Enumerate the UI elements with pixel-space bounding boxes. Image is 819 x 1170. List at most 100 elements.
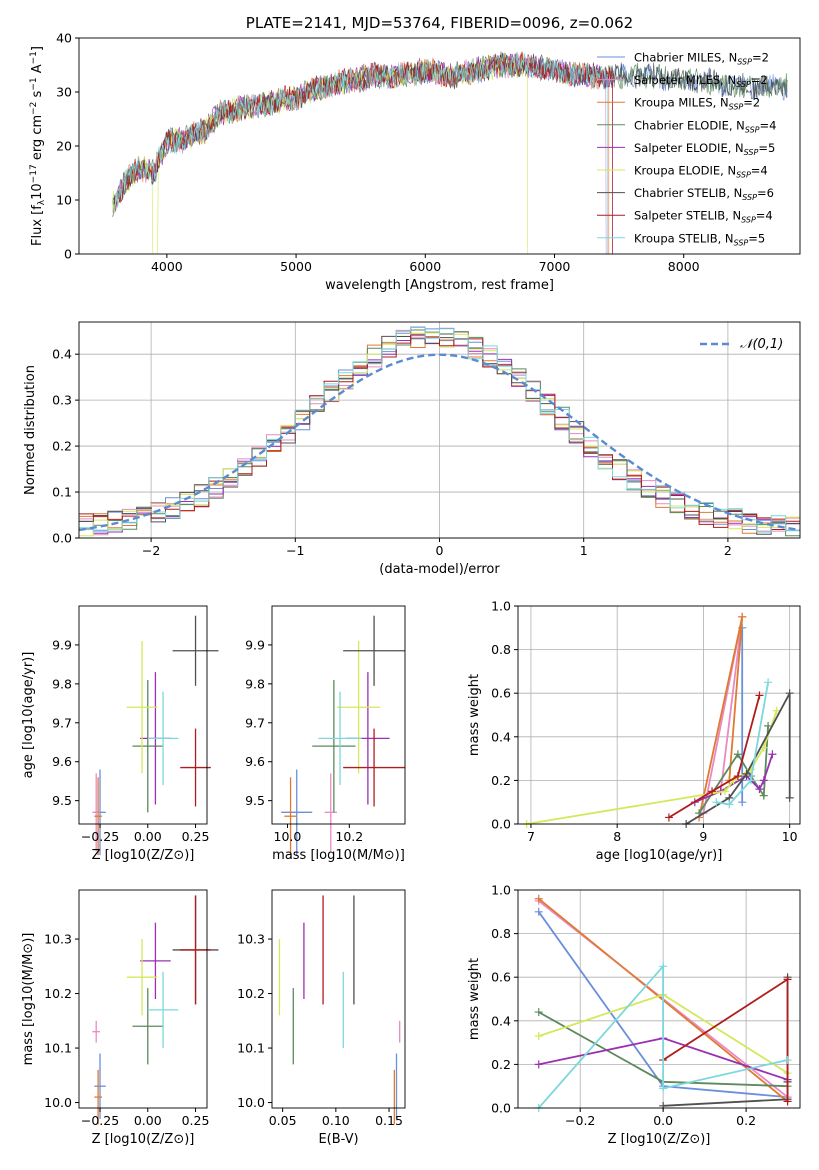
x-axis-label: mass [log10(M/M⊙)] [272, 848, 405, 863]
y-tick-label: 9.6 [245, 754, 265, 769]
errorbar-point [147, 691, 179, 786]
y-axis-label: mass weight [467, 674, 482, 756]
legend-label: Chabrier ELODIE, NSSP=4 [634, 118, 776, 134]
x-axis-label: Z [log10(Z/Z⊙)] [92, 848, 195, 863]
errorbar-point [343, 615, 405, 686]
y-axis-label: mass weight [467, 958, 482, 1040]
y-tick-label: 0.6 [491, 686, 511, 701]
weight-line [538, 963, 788, 1109]
y-tick-label: 0.2 [491, 1057, 511, 1072]
x-tick-label: 0.15 [375, 1113, 403, 1128]
plot-area [534, 894, 792, 1112]
legend-label: Kroupa STELIB, NSSP=5 [634, 231, 765, 247]
x-tick-label: 0.05 [269, 1113, 297, 1128]
histogram-step [79, 334, 800, 530]
weight-marker [785, 793, 794, 802]
errorbar-point [284, 777, 297, 856]
y-tick-label: 9.6 [52, 754, 72, 769]
y-tick-label: 10.3 [44, 932, 72, 947]
errorbar-point [324, 773, 337, 852]
y-tick-label: 9.5 [245, 793, 265, 808]
weight-marker [659, 1084, 668, 1093]
errorbar-point [336, 641, 381, 774]
x-tick-label: 9 [699, 829, 707, 844]
axes-residuals: −2 −1 0 1 2 0.0 0.1 0.2 0.3 0.4 (data-model)/error… [23, 321, 801, 577]
y-tick-label: 0.2 [52, 439, 72, 454]
axes-age_vs_Z: −0.25 0.00 0.25 9.5 9.6 9.7 9.8 9.9 Z [log10(Z/Z… [21, 605, 219, 863]
weight-marker [738, 798, 747, 807]
x-tick-label: 0 [436, 543, 444, 558]
y-tick-label: 10.2 [44, 986, 72, 1001]
y-tick-label: 0.3 [52, 393, 72, 408]
weight-marker [534, 1032, 543, 1041]
legend: 𝒩(0,1) [700, 337, 783, 352]
x-tick-label: 6000 [409, 259, 441, 274]
plot-area [78, 326, 801, 537]
weight-marker [720, 787, 729, 796]
x-tick-label: 2 [724, 543, 732, 558]
axes-mass_vs_Z: −0.25 0.00 0.25 10.0 10.1 10.2 10.3 Z [log10(Z/… [21, 889, 219, 1147]
x-axis-label: Z [log10(Z/Z⊙)] [608, 1132, 711, 1147]
y-tick-label: 9.8 [52, 676, 72, 691]
y-tick-label: 30 [56, 85, 72, 100]
x-tick-label: 10.0 [274, 829, 302, 844]
errorbar-point [94, 1069, 102, 1125]
errorbar-point [180, 728, 211, 807]
x-tick-label: 10 [782, 829, 798, 844]
errorbar-point [132, 679, 164, 813]
axes-spectrum: 4000 5000 6000 7000 8000 0 10 20 30 40 wavelength … [29, 14, 801, 293]
errorbar-point [94, 777, 102, 856]
x-tick-label: 0.2 [736, 1113, 756, 1128]
weight-marker [534, 894, 543, 903]
y-tick-label: 40 [56, 31, 72, 46]
legend-label: 𝒩(0,1) [740, 337, 783, 352]
legend-label: Salpeter STELIB, NSSP=4 [634, 209, 773, 225]
plot-area [112, 51, 788, 254]
plot-area [281, 615, 405, 856]
errorbar-point [140, 922, 171, 999]
weight-marker [664, 813, 673, 822]
legend-label: Chabrier MILES, NSSP=2 [634, 51, 769, 67]
plot-area [522, 612, 794, 828]
x-tick-label: −0.2 [565, 1113, 595, 1128]
axes-weight_vs_age: 7 8 9 10 0.0 0.2 0.4 0.6 0.8 1.0 age [log10(age/yr… [467, 599, 801, 863]
errorbar-point [147, 971, 179, 1049]
histogram-step [79, 326, 800, 533]
y-tick-label: 9.7 [245, 715, 265, 730]
y-tick-label: 20 [56, 139, 72, 154]
weight-marker [534, 1008, 543, 1017]
x-axis-label: Z [log10(Z/Z⊙)] [92, 1132, 195, 1147]
weight-marker [746, 776, 755, 785]
weight-marker [534, 1060, 543, 1069]
y-tick-label: 0.0 [491, 817, 511, 832]
errorbar-point [318, 691, 362, 786]
weight-marker [764, 678, 773, 687]
normal-curve [78, 353, 801, 532]
axes-age_vs_mass: 10.0 10.2 9.5 9.6 9.7 9.8 9.9 mass [log10(M/M⊙)… [245, 605, 406, 863]
weight-line [526, 710, 778, 825]
y-tick-label: 9.9 [245, 637, 265, 652]
y-tick-label: 0 [64, 247, 72, 262]
y-tick-label: 0.8 [491, 926, 511, 941]
y-tick-label: 0.4 [52, 347, 72, 362]
weight-marker [759, 791, 768, 800]
weight-marker [725, 800, 734, 809]
x-tick-label: 10.2 [335, 829, 363, 844]
errorbar-point [126, 939, 158, 1016]
x-tick-label: 0.00 [134, 829, 162, 844]
spectrum-line [112, 51, 610, 254]
weight-series [664, 691, 764, 822]
weight-series [534, 962, 792, 1112]
legend-label: Salpeter ELODIE, NSSP=5 [634, 141, 775, 157]
x-tick-label: 0.10 [322, 1113, 350, 1128]
y-tick-label: 0.0 [52, 531, 72, 546]
legend-label: Salpeter MILES, NSSP=2 [634, 73, 768, 89]
y-axis-label: Normed distribution [23, 365, 38, 495]
x-tick-label: −0.25 [81, 1113, 119, 1128]
weight-marker [785, 689, 794, 698]
weight-marker [659, 962, 668, 971]
y-tick-label: 0.8 [491, 642, 511, 657]
axes-frame [271, 605, 406, 825]
y-tick-label: 0.4 [491, 729, 511, 744]
